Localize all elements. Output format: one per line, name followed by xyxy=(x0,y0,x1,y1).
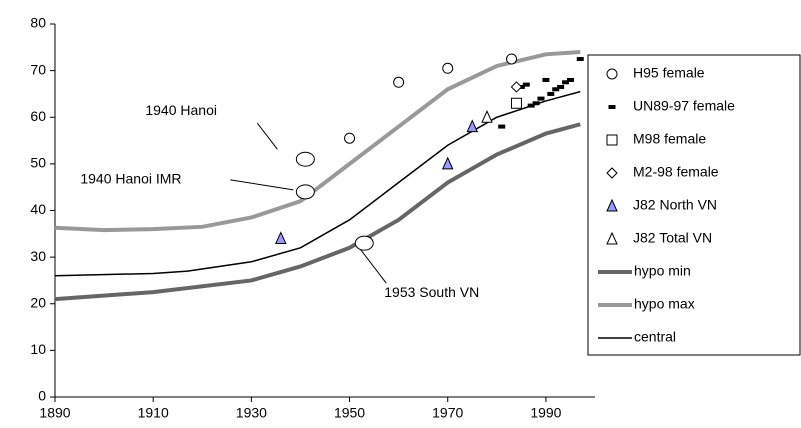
x-tick-label: 1990 xyxy=(530,405,561,421)
point xyxy=(552,87,560,92)
annotation-leader xyxy=(256,122,278,150)
x-tick-label: 1950 xyxy=(334,405,365,421)
x-tick-label: 1890 xyxy=(39,405,70,421)
point xyxy=(510,81,523,93)
point xyxy=(393,76,405,88)
point xyxy=(466,119,479,133)
point xyxy=(441,156,454,170)
point xyxy=(532,101,540,106)
legend-label: H95 female xyxy=(633,65,705,81)
annotation-leader xyxy=(230,179,294,191)
legend-label: hypo max xyxy=(634,296,695,312)
y-tick-label: 0 xyxy=(38,388,46,404)
legend-label: J82 North VN xyxy=(633,197,717,213)
legend-swatch xyxy=(606,167,618,179)
x-tick-label: 1970 xyxy=(432,405,463,421)
annotation-ellipse xyxy=(295,151,315,167)
y-tick-label: 20 xyxy=(30,294,46,310)
y-tick-label: 50 xyxy=(30,155,46,171)
point xyxy=(481,110,493,123)
point xyxy=(510,97,522,109)
y-tick-label: 10 xyxy=(30,341,46,357)
legend-swatch xyxy=(606,134,618,146)
point xyxy=(566,77,574,82)
legend-swatch xyxy=(606,231,618,245)
annotation-ellipse xyxy=(354,235,374,251)
series-line xyxy=(54,122,581,302)
point xyxy=(537,96,545,101)
point xyxy=(527,103,535,108)
point xyxy=(562,80,570,85)
point xyxy=(576,56,584,61)
point xyxy=(344,132,356,144)
legend-swatch xyxy=(606,68,618,80)
x-tick-label: 1910 xyxy=(138,405,169,421)
annotation: 1940 Hanoi IMR xyxy=(80,171,181,187)
point xyxy=(498,124,506,129)
point xyxy=(542,77,550,82)
series-line xyxy=(54,49,581,233)
point xyxy=(522,82,530,87)
annotation: 1953 South VN xyxy=(384,284,479,300)
legend-label: UN89-97 female xyxy=(633,98,735,114)
annotation: 1940 Hanoi xyxy=(145,102,217,118)
legend: H95 female UN89-97 female M98 female M2-98 … xyxy=(587,54,801,356)
legend-label: central xyxy=(634,329,676,345)
legend-label: M2-98 female xyxy=(633,164,719,180)
annotation-leader xyxy=(359,248,387,284)
point xyxy=(557,84,565,89)
point xyxy=(506,53,518,65)
legend-swatch xyxy=(606,198,618,212)
legend-label: J82 Total VN xyxy=(633,230,712,246)
y-tick-label: 80 xyxy=(30,15,46,31)
point xyxy=(547,91,555,96)
legend-label: M98 female xyxy=(633,131,706,147)
point xyxy=(442,62,454,74)
series-line xyxy=(54,90,581,277)
point xyxy=(275,231,287,244)
y-tick-label: 70 xyxy=(30,61,46,77)
legend-swatch xyxy=(608,105,616,109)
annotation-ellipse xyxy=(295,184,315,200)
y-tick-label: 60 xyxy=(30,108,46,124)
x-tick-label: 1930 xyxy=(236,405,267,421)
y-tick-label: 40 xyxy=(30,201,46,217)
legend-label: hypo min xyxy=(634,263,691,279)
y-tick-label: 30 xyxy=(30,248,46,264)
